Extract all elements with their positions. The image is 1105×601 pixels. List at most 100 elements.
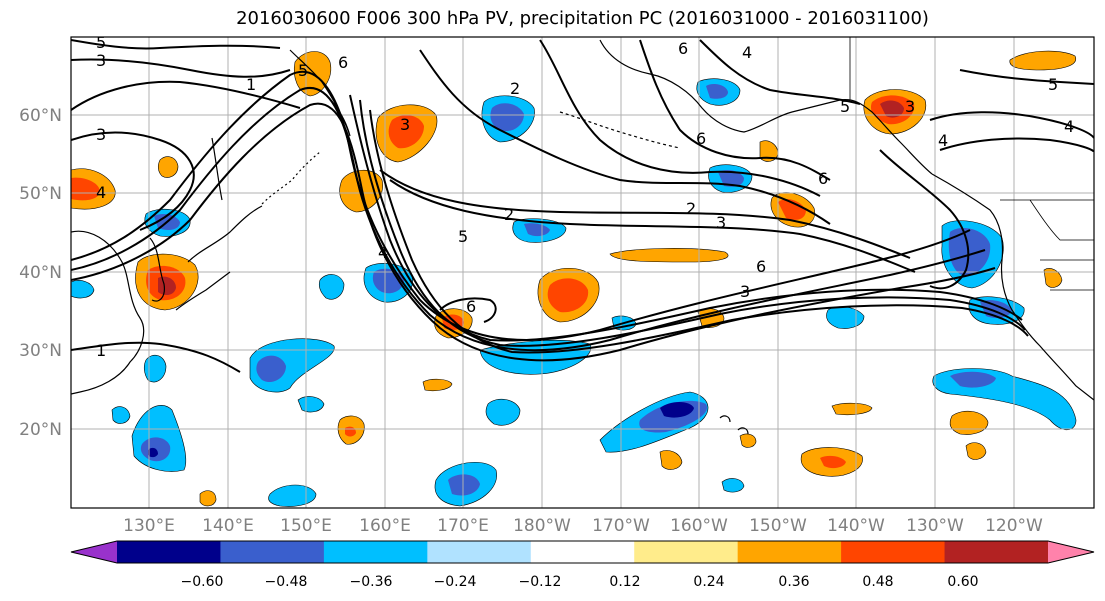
map-gridlines	[71, 37, 1094, 508]
colorbar: −0.60 −0.48 −0.36 −0.24 −0.12 0.12 0.24 …	[70, 540, 1095, 590]
lon-label: 140°W	[827, 516, 885, 536]
precip-negative-region	[268, 484, 317, 507]
precip-positive-region	[949, 410, 989, 435]
lat-label: 50°N	[19, 184, 62, 204]
lon-label: 170°W	[592, 516, 650, 536]
precip-positive-core	[880, 100, 904, 118]
latitude-labels: 60°N 50°N 40°N 30°N 20°N	[19, 106, 62, 440]
figure-title: 2016030600 F006 300 hPa PV, precipitatio…	[236, 8, 929, 29]
precip-positive-core	[388, 115, 424, 149]
colorbar-swatch	[841, 541, 946, 563]
lon-label: 160°W	[670, 516, 728, 536]
contour-label: 4	[378, 243, 388, 262]
contour-label: 5	[458, 227, 468, 246]
coastline-sakhalin	[211, 137, 223, 201]
contour-label: 1	[96, 341, 106, 360]
precip-positive-region	[1009, 50, 1077, 71]
precip-positive-core	[71, 177, 100, 201]
contour-label: 1	[246, 75, 256, 94]
precip-positive-region	[199, 490, 217, 507]
colorbar-outline	[70, 540, 1095, 564]
lon-label: 130°E	[123, 516, 175, 536]
pv-contours	[71, 39, 1094, 373]
colorbar-tick-label: −0.48	[265, 574, 308, 590]
precip-positive-region	[422, 378, 453, 392]
precip-positive-region	[739, 433, 757, 448]
pv-contour	[349, 94, 1023, 342]
contour-label: 2	[686, 199, 696, 218]
contour-label: 3	[716, 213, 726, 232]
precip-negative-region	[111, 406, 131, 424]
coastline-hawaii	[719, 415, 749, 435]
coastline-aleutians	[559, 111, 681, 149]
pv-contour	[71, 87, 986, 352]
lat-label: 30°N	[19, 341, 62, 361]
precip-positive-region	[965, 442, 987, 460]
precip-negative-core	[718, 170, 744, 187]
coastline-japan	[175, 205, 263, 311]
precip-negative-core	[660, 402, 694, 418]
pv-contour	[699, 39, 861, 105]
precip-negative-core	[148, 447, 158, 458]
pv-contour	[359, 99, 1026, 347]
precip-negative-core	[948, 228, 991, 276]
contour-label: 3	[96, 125, 106, 144]
colorbar-tick-label: 0.24	[693, 574, 724, 590]
pv-contour	[71, 39, 281, 50]
contour-label: 3	[905, 97, 915, 116]
colorbar-tick-label: −0.12	[519, 574, 562, 590]
pv-contour	[419, 49, 831, 225]
pv-contour	[71, 58, 291, 78]
pv-contour	[439, 297, 497, 323]
map-frame	[70, 36, 1095, 509]
precip-positive-core	[547, 278, 589, 313]
contour-label: 2	[504, 205, 514, 224]
precip-negative-region	[297, 396, 325, 413]
colorbar-swatch	[737, 541, 842, 563]
precip-negative-core	[950, 371, 996, 388]
colorbar-tick-label: 0.60	[947, 574, 978, 590]
contour-label: 6	[818, 169, 828, 188]
pv-contour	[639, 39, 831, 181]
pv-contour	[71, 70, 971, 341]
pv-contour	[71, 131, 195, 231]
pv-contour	[379, 169, 911, 259]
colorbar-tick-labels: −0.60 −0.48 −0.36 −0.24 −0.12 0.12 0.24 …	[181, 574, 979, 590]
contour-label: 6	[678, 39, 688, 58]
precip-negative-core	[256, 355, 286, 383]
precip-negative-core	[706, 84, 728, 99]
contour-label: 6	[338, 53, 348, 72]
precip-positive-region	[157, 156, 179, 178]
pv-contour	[71, 102, 996, 362]
precip-positive-region	[1043, 268, 1063, 288]
coastline-asia	[71, 230, 145, 395]
precip-negative-core	[448, 474, 480, 496]
colorbar-extend-high	[1048, 541, 1094, 563]
colorbar-swatch	[117, 541, 221, 563]
lat-label: 20°N	[19, 420, 62, 440]
colorbar-tick-label: 0.36	[778, 574, 809, 590]
precip-positive-region	[659, 450, 683, 470]
pv-contour	[879, 149, 970, 290]
pv-contour	[369, 109, 1029, 354]
lat-label: 60°N	[19, 106, 62, 126]
precip-positive-core	[778, 199, 806, 220]
colorbar-tick-label: 0.12	[609, 574, 640, 590]
contour-label: 5	[840, 97, 850, 116]
colorbar-swatch	[530, 541, 635, 563]
lon-label: 170°E	[437, 516, 489, 536]
colorbar-tick-label: −0.36	[350, 574, 393, 590]
contour-label: 5	[96, 33, 106, 52]
pv-contour	[939, 137, 1094, 153]
pv-contour	[71, 341, 241, 373]
precip-negative-core	[490, 103, 524, 132]
lat-label: 40°N	[19, 263, 62, 283]
state-borders	[849, 37, 1094, 291]
precip-negative-region	[485, 398, 521, 426]
contour-label: 5	[1048, 75, 1058, 94]
colorbar-swatches	[71, 541, 1094, 563]
lon-label: 150°E	[280, 516, 332, 536]
pv-contour	[929, 111, 1094, 139]
contour-label: 4	[1064, 117, 1074, 136]
contour-label: 6	[696, 129, 706, 148]
